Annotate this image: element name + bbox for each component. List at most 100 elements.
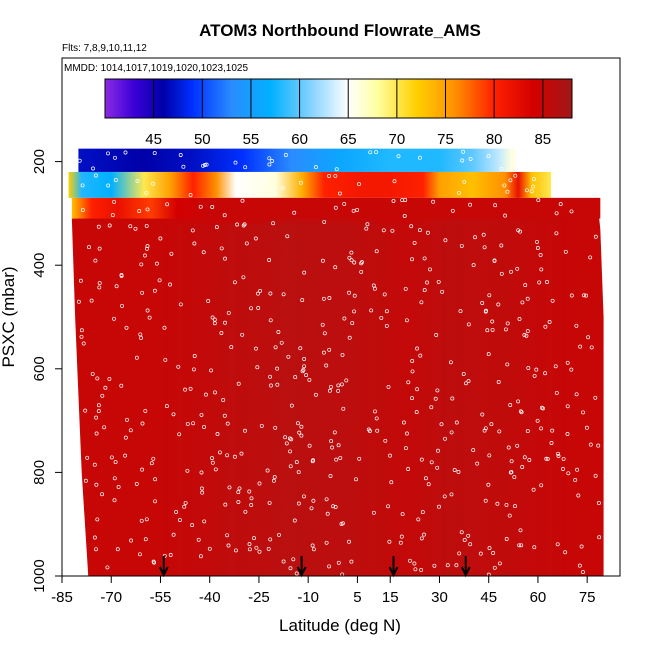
sample-point: [554, 390, 559, 395]
sample-point: [596, 501, 601, 505]
sample-point: [342, 201, 347, 206]
sample-point: [506, 445, 511, 450]
sample-point: [256, 306, 261, 310]
sample-point: [556, 454, 561, 458]
sample-point: [490, 327, 495, 332]
sample-point: [311, 547, 316, 552]
sample-point: [422, 256, 427, 261]
sample-point: [300, 369, 305, 374]
sample-point: [257, 549, 262, 554]
sample-point: [373, 409, 377, 414]
sample-point: [112, 498, 117, 503]
sample-point: [225, 421, 230, 426]
sample-point: [257, 481, 262, 486]
sample-point: [419, 457, 424, 462]
sample-point: [188, 386, 193, 391]
sample-point: [151, 559, 156, 564]
sample-point: [271, 221, 276, 226]
sample-point: [324, 497, 329, 502]
sample-point: [383, 438, 388, 443]
sample-point: [419, 536, 424, 541]
sample-point: [480, 301, 485, 305]
sample-point: [336, 560, 341, 565]
sample-point: [588, 442, 593, 447]
sample-point: [417, 155, 422, 160]
sample-point: [526, 366, 531, 370]
colorbar: 45 50 55 60 65 70 75 80 85: [104, 78, 573, 148]
sample-point: [480, 412, 485, 417]
sample-point: [226, 310, 231, 315]
sample-point: [162, 553, 167, 558]
sample-point: [349, 250, 354, 255]
sample-point: [283, 153, 288, 157]
sample-point: [142, 253, 147, 258]
sample-point: [334, 457, 339, 462]
sample-point: [481, 232, 486, 237]
sample-point: [369, 308, 374, 313]
sample-point: [328, 474, 333, 478]
sample-point: [92, 535, 97, 540]
sample-point: [209, 368, 214, 373]
sample-point: [97, 281, 102, 286]
sample-point: [198, 554, 203, 559]
sample-point: [291, 557, 296, 562]
sample-point: [486, 154, 491, 159]
sample-point: [320, 322, 325, 327]
sample-point: [534, 367, 539, 372]
colorbar-tick-label: 60: [291, 131, 308, 148]
sample-point: [229, 345, 234, 350]
sample-point: [539, 483, 544, 488]
sample-point: [223, 256, 227, 261]
sample-point: [138, 332, 143, 337]
sample-point: [225, 533, 230, 538]
sample-point: [360, 260, 364, 265]
sample-point: [181, 164, 186, 169]
sample-point: [340, 572, 345, 576]
x-tick-label: 5: [353, 589, 361, 606]
sample-point: [322, 219, 327, 224]
sample-point: [188, 192, 193, 197]
sample-point: [532, 373, 537, 378]
sample-point: [558, 202, 563, 207]
sample-point: [97, 246, 102, 251]
sample-point: [527, 458, 532, 462]
sample-point: [454, 563, 459, 568]
sample-point: [461, 149, 466, 154]
sample-point: [249, 496, 254, 501]
sample-point: [417, 228, 422, 233]
sample-point: [310, 543, 315, 548]
sample-point: [473, 235, 477, 240]
sample-point: [471, 448, 476, 453]
sample-point: [123, 453, 128, 458]
sample-point: [320, 258, 325, 263]
sample-point: [107, 223, 112, 228]
x-tick-label: -70: [100, 589, 122, 606]
sample-point: [392, 179, 397, 184]
sample-point: [341, 406, 346, 411]
sample-point: [171, 412, 176, 417]
sample-point: [262, 181, 267, 186]
sample-point: [196, 537, 201, 542]
sample-point: [129, 538, 134, 543]
sample-point: [152, 151, 157, 156]
sample-point: [137, 209, 142, 214]
sample-point: [268, 291, 273, 296]
sample-point: [94, 415, 99, 420]
sample-point: [202, 424, 206, 429]
sample-point: [243, 428, 247, 433]
sample-point: [573, 478, 578, 482]
sample-point: [520, 465, 525, 469]
sample-point: [415, 387, 420, 392]
sample-point: [574, 392, 579, 397]
sample-point: [386, 384, 391, 389]
sample-point: [462, 179, 467, 184]
sample-point: [365, 222, 370, 227]
sample-point: [135, 178, 140, 183]
sample-point: [347, 255, 352, 260]
sample-point: [219, 246, 224, 251]
sample-point: [151, 456, 156, 461]
sample-point: [401, 420, 406, 425]
sample-point: [240, 198, 245, 203]
sample-point: [249, 306, 254, 311]
sample-point: [333, 205, 338, 210]
